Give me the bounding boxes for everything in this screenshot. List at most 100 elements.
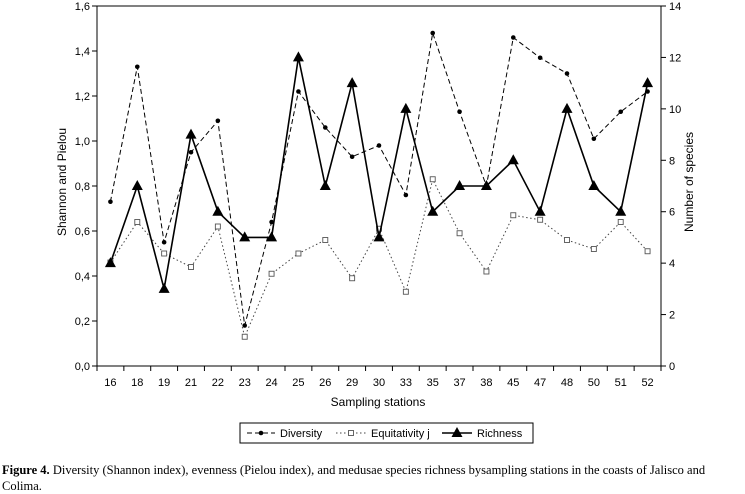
richness-point [373, 231, 385, 242]
y-left-tick-label: 0,2 [75, 316, 90, 328]
x-tick-label: 24 [265, 377, 277, 389]
diversity-point [430, 30, 436, 36]
y-axis-left-title: Shannon and Pielou [55, 128, 69, 236]
legend-box [239, 422, 534, 444]
richness-line [109, 57, 649, 290]
x-tick-label: 45 [507, 377, 519, 389]
diversity-point [618, 109, 624, 115]
y-right-tick-label: 2 [669, 310, 675, 322]
equitativity-point [483, 268, 490, 275]
richness-point [158, 282, 170, 293]
richness-point [507, 154, 519, 165]
x-tick-label: 50 [588, 377, 600, 389]
equitativity-point [564, 237, 570, 243]
x-tick-label: 48 [561, 377, 573, 389]
richness-point [400, 102, 412, 113]
equitativity-point [188, 264, 194, 270]
y-right-tick-label: 8 [669, 155, 675, 167]
richness-point [615, 205, 627, 216]
legend-label-richness: Richness [477, 428, 523, 440]
y-axis-right-title: Number of species [682, 132, 696, 232]
equitativity-point [241, 333, 248, 340]
figure-caption: Figure 4. Diversity (Shannon index), eve… [2, 462, 743, 494]
diversity-point [296, 89, 301, 94]
equitativity-point [510, 212, 517, 219]
richness-point [239, 231, 251, 242]
x-tick-label: 33 [400, 377, 412, 389]
x-tick-label: 30 [373, 377, 385, 389]
x-tick-label: 35 [427, 377, 439, 389]
y-left-tick-label: 1,2 [75, 91, 90, 103]
richness-point [534, 205, 546, 216]
x-tick-label: 25 [292, 377, 304, 389]
richness-point [131, 180, 143, 190]
x-tick-label: 16 [104, 377, 116, 389]
richness-point [319, 180, 331, 190]
equitativity-point [617, 219, 624, 225]
richness-point [454, 180, 466, 190]
x-tick-label: 21 [185, 377, 197, 389]
equitativity-point [268, 270, 275, 277]
diversity-point [242, 323, 248, 328]
diversity-point [537, 55, 543, 61]
equitativity-point [537, 216, 544, 223]
legend: Diversity Equitativity j Richness [239, 422, 534, 444]
legend-marker-equitativity [348, 430, 354, 436]
y-left-tick-label: 0,4 [75, 271, 90, 283]
diversity-point [215, 118, 221, 124]
x-tick-label: 51 [615, 377, 627, 389]
richness-point [588, 180, 600, 190]
diversity-line [109, 32, 648, 326]
diversity-point [591, 136, 597, 142]
equitativity-point [322, 237, 329, 243]
equitativity-point [134, 219, 141, 225]
equitativity-point [429, 176, 436, 183]
y-right-tick-label: 6 [669, 207, 675, 219]
equitativity-point [214, 223, 221, 230]
legend-marker-diversity [258, 430, 264, 436]
richness-point [642, 77, 654, 88]
x-tick-label: 37 [453, 377, 465, 389]
y-left-tick-label: 1,0 [75, 136, 90, 148]
legend-label-diversity: Diversity [280, 428, 323, 440]
legend-marker-richness [451, 427, 463, 437]
legend-label-equitativity: Equitativity j [371, 428, 430, 440]
diversity-point [188, 149, 194, 155]
diversity-point [510, 35, 516, 40]
richness-point [185, 128, 197, 139]
y-left-tick-label: 0,0 [75, 361, 90, 373]
x-tick-label: 19 [158, 377, 170, 389]
caption-text: Diversity (Shannon index), evenness (Pie… [2, 463, 706, 493]
x-tick-label: 38 [480, 377, 492, 389]
caption-label: Figure 4. [2, 463, 50, 477]
equitativity-point [644, 248, 651, 255]
x-axis-title: Sampling stations [331, 395, 426, 409]
diversity-point [457, 109, 462, 115]
x-tick-label: 47 [534, 377, 546, 389]
diversity-point [161, 239, 167, 245]
richness-point [266, 231, 278, 242]
y-right-tick-label: 10 [669, 104, 681, 116]
y-right-tick-label: 12 [669, 52, 681, 64]
x-tick-label: 18 [131, 377, 143, 389]
equitativity-point [456, 230, 463, 237]
diversity-point [349, 154, 355, 160]
equitativity-line [109, 177, 648, 339]
equitativity-point [295, 250, 302, 257]
chart: 0,00,20,40,60,81,01,21,41,6 02468101214 … [55, 1, 696, 444]
x-tick-label: 26 [319, 377, 331, 389]
x-tick-label: 52 [641, 377, 653, 389]
richness-point [292, 51, 304, 62]
diversity-point [269, 219, 274, 225]
richness-point [427, 205, 439, 216]
diversity-point [322, 125, 328, 130]
y-left-tick-label: 0,8 [75, 181, 90, 193]
y-right-tick-label: 4 [669, 258, 675, 270]
richness-point [346, 77, 358, 88]
richness-point [480, 180, 492, 190]
richness-point [104, 257, 116, 268]
y-right-tick-label: 0 [669, 361, 675, 373]
y-left-tick-label: 1,4 [75, 46, 90, 58]
equitativity-point [402, 288, 409, 295]
x-tick-label: 29 [346, 377, 358, 389]
